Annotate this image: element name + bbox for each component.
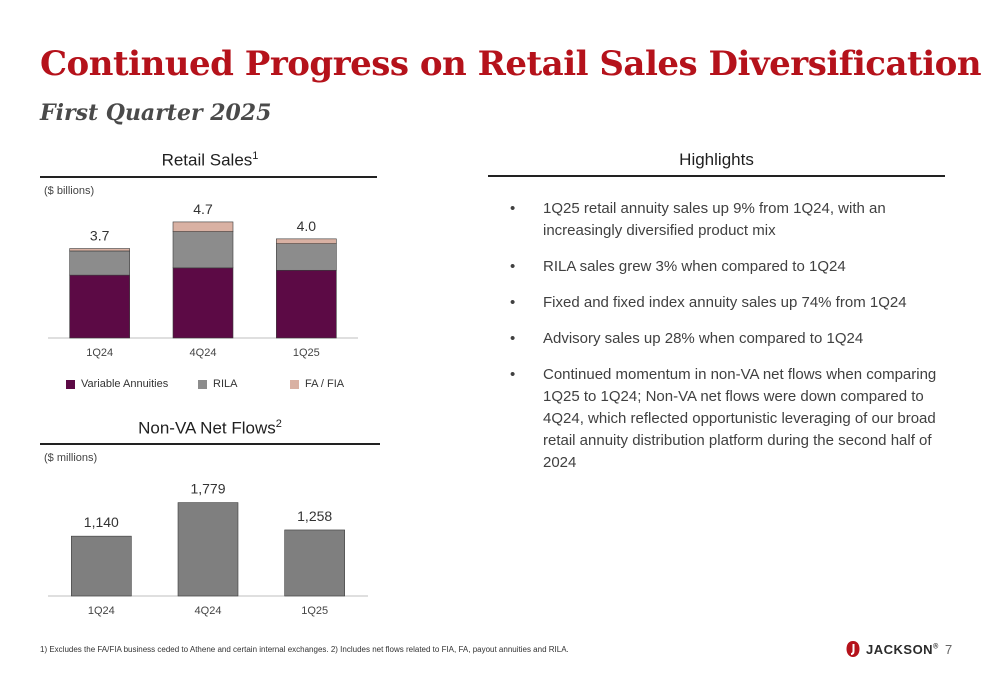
- legend-label-fa-fia: FA / FIA: [305, 378, 345, 390]
- retail-sales-rule: [40, 176, 377, 178]
- page-title: Continued Progress on Retail Sales Diver…: [40, 44, 982, 84]
- highlight-item: • Advisory sales up 28% when compared to …: [510, 328, 950, 350]
- legend-item-variable-annuities: Variable Annuities: [66, 378, 168, 390]
- net-flows-units: ($ millions): [44, 452, 98, 464]
- legend-swatch-variable-annuities: [66, 379, 75, 389]
- bar-net-flows-4q24: [177, 502, 239, 597]
- page-subtitle: First Quarter 2025: [40, 100, 272, 126]
- bar-net-flows-1q25: [284, 529, 345, 597]
- highlight-text: Fixed and fixed index annuity sales up 7…: [543, 294, 907, 311]
- total-label-1q24: 3.7: [90, 228, 110, 244]
- net-flows-chart: 1,140 1Q24 1,779 4Q24 1,258 1Q25: [48, 481, 368, 617]
- bullet-marker: •: [510, 258, 516, 275]
- logo-wordmark: JACKSON: [866, 641, 934, 657]
- retail-sales-legend: Variable Annuities RILA FA / FIA: [66, 378, 366, 394]
- net-flows-footnote-marker: 2: [275, 418, 282, 430]
- highlight-text: 1Q25 retail annuity sales up 9% from 1Q2…: [543, 200, 886, 239]
- bar-rila-1q25: [276, 243, 337, 271]
- x-tick-4q24: 4Q24: [190, 347, 217, 359]
- value-label-1q25: 1,258: [297, 508, 332, 524]
- highlight-item: • Fixed and fixed index annuity sales up …: [510, 292, 950, 314]
- legend-label-variable-annuities: Variable Annuities: [81, 378, 169, 390]
- jackson-logo-text: JACKSON®: [866, 642, 939, 657]
- bullet-marker: •: [510, 366, 516, 383]
- bullet-marker: •: [510, 200, 516, 217]
- x-tick-1q25: 1Q25: [293, 347, 320, 359]
- x-tick-1q25: 1Q25: [301, 605, 328, 617]
- legend-item-fa-fia: FA / FIA: [290, 378, 344, 390]
- jackson-logo: JACKSON®: [845, 640, 939, 658]
- bar-fa-fia-1q25: [276, 238, 337, 244]
- x-tick-1q24: 1Q24: [86, 347, 113, 359]
- highlights-list: • 1Q25 retail annuity sales up 9% from 1Q…: [510, 198, 950, 488]
- value-label-4q24: 1,779: [190, 481, 225, 497]
- footnote: 1) Excludes the FA/FIA business ceded to…: [40, 645, 569, 654]
- highlight-item: • Continued momentum in non-VA net flows …: [510, 364, 950, 474]
- highlight-text: RILA sales grew 3% when compared to 1Q24: [543, 258, 846, 275]
- bullet-marker: •: [510, 294, 516, 311]
- bar-fa-fia-1q24: [69, 248, 130, 252]
- retail-sales-footnote-marker: 1: [252, 150, 259, 162]
- net-flows-heading: Non-VA Net Flows2: [40, 418, 380, 439]
- bar-fa-fia-4q24: [172, 221, 234, 232]
- value-label-1q24: 1,140: [84, 514, 119, 530]
- legend-swatch-rila: [198, 379, 207, 389]
- total-label-4q24: 4.7: [193, 201, 213, 217]
- highlights-heading: Highlights: [679, 150, 754, 169]
- bar-rila-1q24: [69, 250, 130, 276]
- bullet-marker: •: [510, 330, 516, 347]
- bar-variable-annuities-1q25: [276, 269, 337, 339]
- highlight-text: Advisory sales up 28% when compared to 1…: [543, 330, 864, 347]
- legend-item-rila: RILA: [198, 378, 237, 390]
- x-tick-1q24: 1Q24: [88, 605, 115, 617]
- x-tick-4q24: 4Q24: [195, 605, 222, 617]
- bar-variable-annuities-1q24: [69, 274, 130, 339]
- net-flows-rule: [40, 443, 380, 445]
- net-flows-heading-text: Non-VA Net Flows: [138, 418, 276, 438]
- retail-sales-chart: 3.7 1Q24 4.7 4Q24 4.0 1Q25: [48, 201, 358, 359]
- legend-swatch-fa-fia: [290, 379, 299, 389]
- logo-registered-mark: ®: [933, 643, 939, 651]
- bar-net-flows-1q24: [71, 535, 132, 597]
- retail-sales-heading: Retail Sales1: [40, 150, 380, 171]
- bar-rila-4q24: [172, 231, 234, 269]
- bar-variable-annuities-4q24: [172, 267, 234, 339]
- jackson-logo-icon: [846, 641, 860, 657]
- highlights-rule: [488, 175, 945, 177]
- legend-label-rila: RILA: [213, 378, 238, 390]
- highlight-item: • RILA sales grew 3% when compared to 1Q2…: [510, 256, 950, 278]
- page-number: 7: [945, 642, 953, 657]
- highlight-text: Continued momentum in non-VA net flows w…: [543, 366, 937, 471]
- highlight-item: • 1Q25 retail annuity sales up 9% from 1Q…: [510, 198, 950, 242]
- retail-sales-units: ($ billions): [44, 185, 95, 197]
- total-label-1q25: 4.0: [297, 218, 317, 234]
- retail-sales-heading-text: Retail Sales: [161, 150, 253, 170]
